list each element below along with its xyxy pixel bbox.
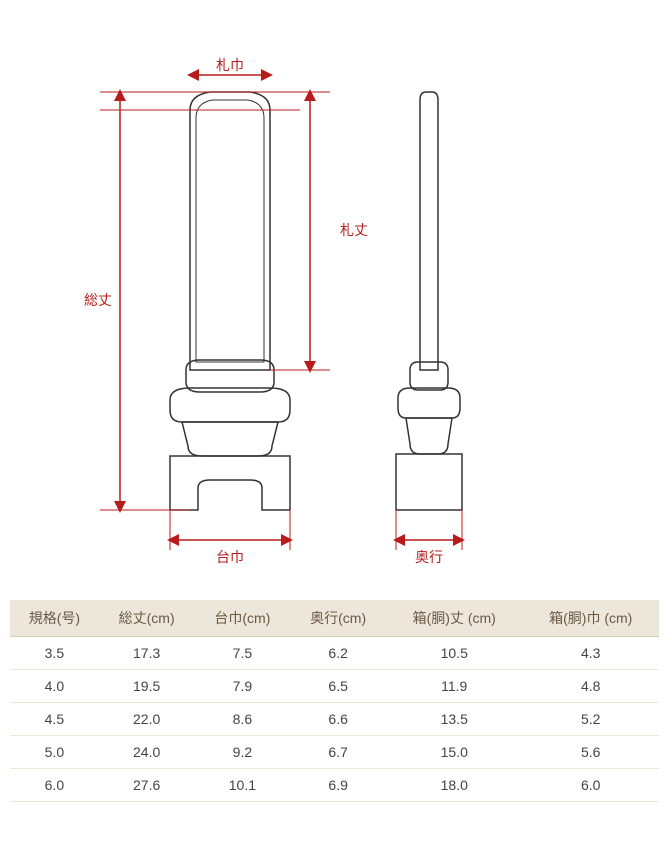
cell: 4.8	[522, 670, 659, 703]
cell: 5.2	[522, 703, 659, 736]
cell: 4.3	[522, 637, 659, 670]
cell: 9.2	[195, 736, 291, 769]
diagram-svg: 札巾 札丈 総丈 台巾 奥行	[0, 0, 669, 600]
side-pedestal-cap	[410, 362, 448, 390]
cell: 27.6	[99, 769, 195, 802]
front-tablet-inner	[196, 100, 264, 362]
cell: 19.5	[99, 670, 195, 703]
col-header: 奥行(cm)	[290, 600, 386, 637]
side-pedestal-waist	[406, 418, 452, 454]
col-header: 台巾(cm)	[195, 600, 291, 637]
cell: 24.0	[99, 736, 195, 769]
front-pedestal-cap	[186, 360, 274, 392]
cell: 17.3	[99, 637, 195, 670]
dimension-diagram: 札巾 札丈 総丈 台巾 奥行	[0, 0, 669, 600]
cell: 6.0	[522, 769, 659, 802]
spec-table: 規格(号) 総丈(cm) 台巾(cm) 奥行(cm) 箱(胴)丈 (cm) 箱(…	[10, 600, 659, 802]
cell: 5.6	[522, 736, 659, 769]
front-tablet-outline	[190, 92, 270, 370]
side-pedestal-base	[396, 454, 462, 510]
table-row: 4.0 19.5 7.9 6.5 11.9 4.8	[10, 670, 659, 703]
cell: 22.0	[99, 703, 195, 736]
spec-table-wrapper: 規格(号) 総丈(cm) 台巾(cm) 奥行(cm) 箱(胴)丈 (cm) 箱(…	[0, 600, 669, 850]
front-pedestal-base	[170, 456, 290, 510]
cell: 11.9	[386, 670, 522, 703]
spec-table-body: 3.5 17.3 7.5 6.2 10.5 4.3 4.0 19.5 7.9 6…	[10, 637, 659, 802]
cell: 7.9	[195, 670, 291, 703]
front-pedestal-waist	[182, 422, 278, 456]
col-header: 箱(胴)丈 (cm)	[386, 600, 522, 637]
table-row: 4.5 22.0 8.6 6.6 13.5 5.2	[10, 703, 659, 736]
col-header: 規格(号)	[10, 600, 99, 637]
front-pedestal-mid	[170, 388, 290, 422]
label-fudahaba: 札巾	[216, 57, 244, 73]
label-daihaba: 台巾	[216, 549, 244, 565]
cell: 6.0	[10, 769, 99, 802]
cell: 6.6	[290, 703, 386, 736]
table-row: 3.5 17.3 7.5 6.2 10.5 4.3	[10, 637, 659, 670]
cell: 3.5	[10, 637, 99, 670]
table-row: 6.0 27.6 10.1 6.9 18.0 6.0	[10, 769, 659, 802]
page: 札巾 札丈 総丈 台巾 奥行 規格(号)	[0, 0, 669, 850]
cell: 8.6	[195, 703, 291, 736]
label-soutake: 総丈	[84, 292, 112, 308]
cell: 13.5	[386, 703, 522, 736]
cell: 15.0	[386, 736, 522, 769]
cell: 6.2	[290, 637, 386, 670]
cell: 4.0	[10, 670, 99, 703]
side-tablet-outline	[420, 92, 438, 370]
label-fudatake: 札丈	[340, 222, 368, 238]
label-okuyuki: 奥行	[415, 549, 443, 565]
table-row: 5.0 24.0 9.2 6.7 15.0 5.6	[10, 736, 659, 769]
col-header: 箱(胴)巾 (cm)	[522, 600, 659, 637]
cell: 18.0	[386, 769, 522, 802]
cell: 6.5	[290, 670, 386, 703]
cell: 6.9	[290, 769, 386, 802]
col-header: 総丈(cm)	[99, 600, 195, 637]
cell: 5.0	[10, 736, 99, 769]
cell: 6.7	[290, 736, 386, 769]
side-pedestal-mid	[398, 388, 460, 418]
spec-table-head: 規格(号) 総丈(cm) 台巾(cm) 奥行(cm) 箱(胴)丈 (cm) 箱(…	[10, 600, 659, 637]
cell: 7.5	[195, 637, 291, 670]
cell: 10.1	[195, 769, 291, 802]
cell: 4.5	[10, 703, 99, 736]
cell: 10.5	[386, 637, 522, 670]
